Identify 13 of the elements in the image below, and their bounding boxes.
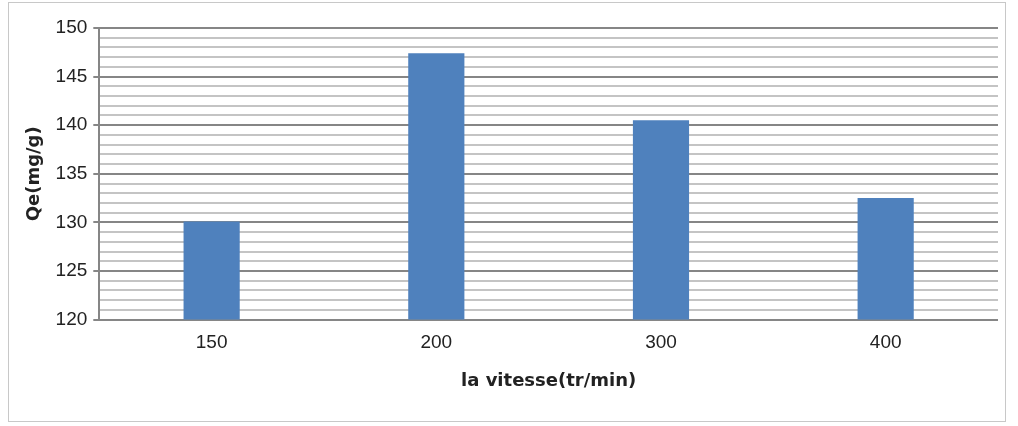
x-tick-label: 400 — [869, 331, 902, 353]
y-axis-title: Qe(mg/g) — [22, 126, 44, 222]
y-tick-label: 140 — [55, 113, 88, 135]
y-tick-label: 130 — [55, 210, 88, 232]
y-tick-label: 145 — [55, 64, 88, 86]
y-tick-label: 135 — [55, 162, 88, 184]
x-tick-label: 150 — [195, 331, 228, 353]
y-tick-label: 120 — [55, 307, 88, 329]
y-tick-label: 150 — [55, 16, 88, 38]
x-tick-label: 300 — [645, 331, 677, 353]
x-tick-label: 200 — [420, 331, 453, 353]
x-axis-title: la vitesse(tr/min) — [461, 368, 637, 390]
y-tick-label: 125 — [55, 259, 88, 281]
